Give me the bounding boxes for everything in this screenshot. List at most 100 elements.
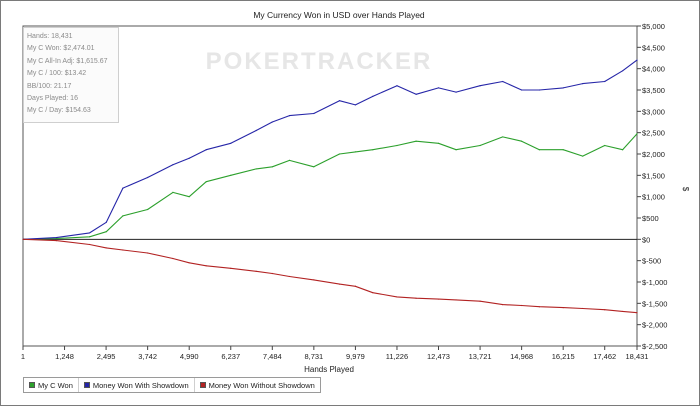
stat-per-100: My C / 100: $13.42 [27,70,87,78]
data-point [147,252,149,254]
data-point [562,307,564,309]
legend-item-my-c-won[interactable]: My C Won [24,378,79,392]
y-tick-label: $-1,500 [642,299,667,308]
legend-label: Money Won Without Showdown [208,380,315,390]
data-point [147,176,149,179]
data-point [172,164,174,166]
data-point [188,262,190,264]
data-point [230,267,232,269]
data-point [271,121,273,123]
data-point [636,312,638,314]
data-point [479,144,481,147]
data-point [636,133,638,135]
stat-bb-100: BB/100: 21.17 [27,82,72,90]
data-point [437,298,440,300]
y-tick-label: $-1,000 [642,278,667,287]
data-point [521,140,523,142]
data-point [354,104,357,106]
legend-item-non-showdown[interactable]: Money Won Without Showdown [195,378,320,392]
plot-border [22,25,638,347]
stats-box: Hands: 18,431 My C Won: $2,474.01 My C A… [23,27,119,123]
stat-all-in-adj: My C All-In Adj: $1,615.67 [27,57,108,65]
data-point [354,151,357,153]
y-tick-label: $5,000 [642,22,665,31]
data-point [354,285,357,287]
x-tick-label: 8,731 [304,352,323,361]
data-point [338,153,341,155]
y-tick-label: $2,000 [642,150,665,159]
data-point [205,149,207,151]
x-axis-label: Hands Played [304,365,354,374]
data-point [372,292,374,294]
data-point [521,89,523,91]
data-point [205,265,207,267]
data-point [582,155,584,157]
legend-swatch [29,382,35,388]
data-point [538,149,540,151]
data-point [205,181,207,183]
legend-swatch [199,382,206,388]
x-tick-label: 1 [21,352,25,361]
data-point [622,310,624,313]
data-point [313,279,315,281]
data-point [271,166,273,168]
watermark: POKERTRACKER [206,48,433,75]
data-point [288,115,291,117]
data-point [455,91,457,93]
data-point [562,87,564,89]
x-tick-label: 4,990 [180,352,199,361]
y-tick-label: $1,000 [642,193,665,202]
y-axis-label: $ [681,187,690,192]
data-point [105,231,107,233]
x-tick-label: 14,968 [510,352,533,361]
data-point [88,243,91,246]
data-point [538,89,540,91]
y-tick-label: $4,000 [642,65,665,74]
data-point [22,238,24,240]
data-point [502,80,504,83]
data-point [479,300,481,302]
data-point [147,208,149,211]
data-point [288,275,291,278]
data-point [188,196,190,198]
data-point [372,149,374,151]
data-point [288,159,291,161]
data-point [604,80,606,83]
data-point [230,142,232,144]
data-point [372,95,374,97]
data-point [55,240,57,242]
x-tick-label: 1,248 [55,352,74,361]
y-tick-label: $4,500 [642,43,665,52]
stat-my-c-won: My C Won: $2,474.01 [27,45,95,53]
data-point [338,283,341,285]
data-point [122,187,124,189]
data-point [55,237,57,239]
data-point [636,59,638,61]
data-point [521,304,523,307]
series-line-1 [22,59,638,240]
data-point [88,232,91,234]
data-point [582,83,584,85]
x-tick-label: 12,473 [427,352,450,361]
data-point [582,307,584,310]
series-line-0 [22,133,638,240]
y-tick-label: $-2,000 [642,321,667,330]
data-point [502,136,504,138]
x-tick-label: 16,215 [552,352,575,361]
data-point [604,144,606,147]
legend-item-showdown[interactable]: Money Won With Showdown [79,378,195,392]
data-point [396,296,398,298]
y-tick-label: $-500 [642,257,661,266]
y-tick-label: $1,500 [642,171,665,180]
data-point [415,297,417,299]
data-point [255,168,257,170]
data-point [172,257,174,260]
data-point [188,157,190,159]
data-point [313,166,315,168]
data-point [105,221,107,223]
data-point [88,236,91,238]
x-tick-label: 11,226 [386,352,408,361]
x-tick-label: 13,721 [469,352,492,361]
